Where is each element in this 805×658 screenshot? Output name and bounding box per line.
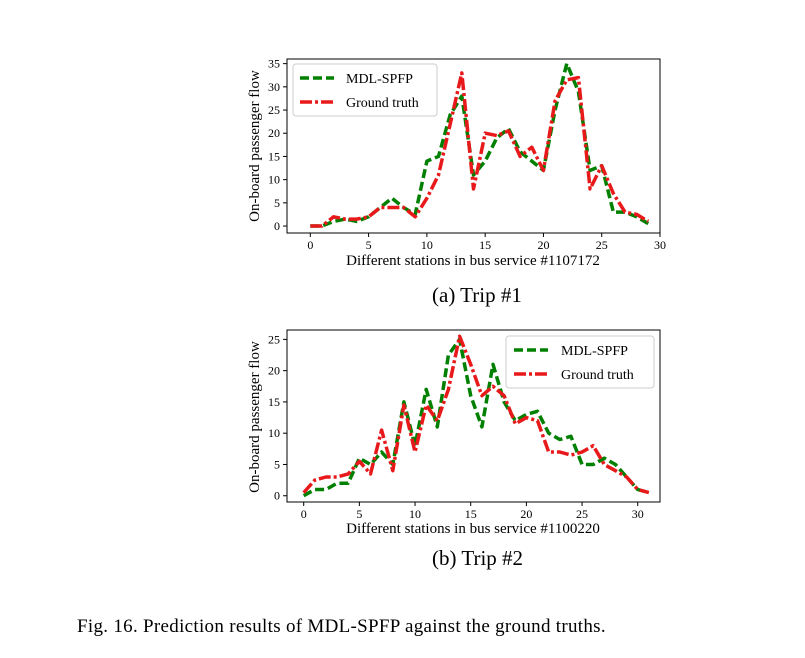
x-tick-label: 0 [307, 238, 313, 252]
y-tick-label: 35 [268, 57, 280, 71]
legend-label-ground-truth: Ground truth [561, 368, 634, 383]
y-axis-label: On-board passenger flow [247, 70, 263, 222]
subcaption-a: (a) Trip #1 [432, 283, 522, 307]
series-line-ground-truth [302, 334, 650, 495]
x-tick-label: 20 [537, 238, 549, 252]
x-tick-label: 30 [654, 238, 666, 252]
legend: MDL-SPFP Ground truth [292, 63, 438, 117]
plot-frame [286, 58, 661, 234]
subcaption-b: (b) Trip #2 [432, 546, 524, 570]
chart-trip-1: 0 5 10 15 20 25 30 35 0 5 10 15 20 25 30 Different st… [247, 57, 666, 269]
x-tick-label: 10 [421, 238, 433, 252]
x-tick-label: 15 [479, 238, 491, 252]
x-tick-label: 25 [596, 238, 608, 252]
y-tick-label: 10 [268, 173, 280, 187]
x-tick-label: 25 [576, 507, 588, 521]
legend-label-ground-truth: Ground truth [346, 96, 419, 111]
legend-label-mdl-spfp: MDL-SPFP [561, 344, 628, 359]
x-tick-label: 5 [356, 507, 362, 521]
legend: MDL-SPFP Ground truth [505, 335, 655, 389]
x-tick-label: 20 [520, 507, 532, 521]
x-tick-label: 5 [366, 238, 372, 252]
figure-caption: Fig. 16. Prediction results of MDL-SPFP … [77, 616, 606, 637]
plot-frame [286, 329, 661, 503]
series-line-mdl-spfp [302, 337, 650, 498]
y-tick-label: 30 [268, 80, 280, 94]
y-axis-label: On-board passenger flow [247, 341, 263, 493]
y-tick-label: 15 [268, 395, 280, 409]
y-tick-label: 0 [274, 219, 280, 233]
y-tick-label: 25 [268, 103, 280, 117]
x-axis-label: Different stations in bus service #11002… [346, 521, 600, 537]
y-tick-label: 20 [268, 364, 280, 378]
x-axis-label: Different stations in bus service #11071… [346, 253, 600, 269]
y-tick-label: 20 [268, 126, 280, 140]
legend-label-mdl-spfp: MDL-SPFP [346, 72, 413, 87]
y-tick-label: 10 [268, 426, 280, 440]
x-tick-label: 0 [301, 507, 307, 521]
y-tick-label: 15 [268, 149, 280, 163]
x-tick-label: 30 [632, 507, 644, 521]
x-tick-label: 15 [465, 507, 477, 521]
series-line-ground-truth [310, 71, 650, 228]
y-tick-label: 25 [268, 332, 280, 346]
x-tick-label: 10 [409, 507, 421, 521]
y-tick-label: 5 [274, 196, 280, 210]
y-tick-label: 0 [274, 489, 280, 503]
chart-trip-2: 0 5 10 15 20 25 0 5 10 15 20 25 30 Different statio… [247, 329, 661, 537]
y-tick-label: 5 [274, 457, 280, 471]
